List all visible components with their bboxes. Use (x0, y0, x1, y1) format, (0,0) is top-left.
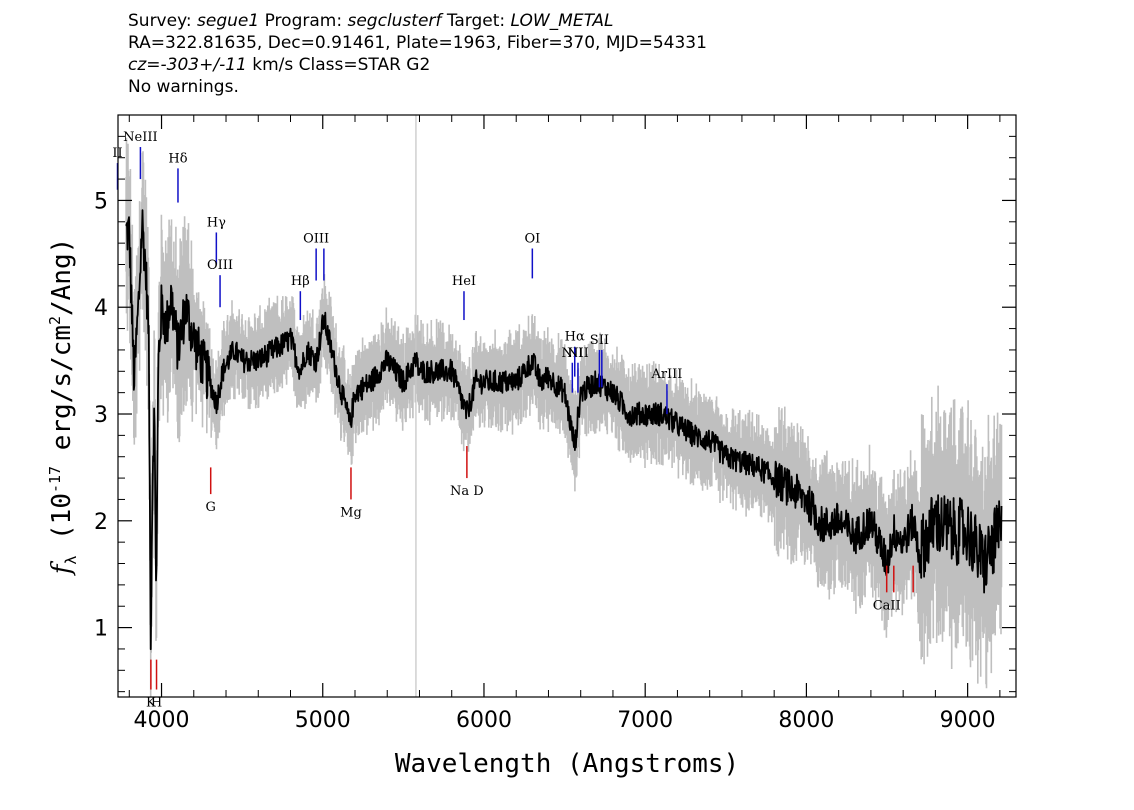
emission-line-label: OI (524, 231, 540, 246)
axis-ticks-layer: 4000 5000 6000 7000 8000 9000 1 2 3 4 5 (94, 115, 1016, 733)
target-label: Target: (446, 11, 506, 31)
y-tick-label: 1 (94, 617, 108, 642)
absorption-line-label: H (151, 696, 162, 711)
header-line-2: RA=322.81635, Dec=0.91461, Plate=1963, F… (128, 33, 707, 53)
absorption-line-label: Mg (340, 505, 362, 520)
y-label-part-c: /Ang) (47, 238, 77, 316)
y-label-exp-1: -17 (46, 466, 64, 493)
target-value: LOW_METAL (510, 11, 614, 31)
error-band-layer (125, 137, 1003, 697)
x-tick-label: 6000 (456, 708, 512, 733)
header-line-3: cz=-303+/-11 km/s Class=STAR G2 (128, 54, 707, 76)
absorption-line-label: K (146, 696, 156, 711)
emission-line-label: Hα (565, 330, 585, 345)
emission-line-label: SII (590, 333, 609, 348)
y-tick-label: 3 (94, 403, 108, 428)
emission-line-label: NII (567, 346, 589, 361)
emission-line-label: HeI (452, 274, 476, 289)
emission-line-label: OIII (303, 231, 329, 246)
y-label-exp-2: 2 (46, 316, 64, 325)
program-label: Program: (264, 11, 343, 31)
y-label-lambda: λ (62, 556, 80, 565)
x-tick-label: 5000 (295, 708, 351, 733)
emission-line-label: NII (561, 346, 583, 361)
header-line-4: No warnings. (128, 77, 239, 97)
x-tick-label: 7000 (617, 708, 673, 733)
absorption-line-label: Na D (450, 484, 484, 499)
y-tick-label: 2 (94, 510, 108, 535)
error-band (125, 137, 1003, 697)
y-axis-label: fλ (10-17 erg/s/cm2/Ang) (46, 238, 80, 577)
flux-line (125, 209, 1003, 651)
plot-frame (117, 114, 1017, 698)
emission-line-label: OIII (207, 258, 233, 273)
y-tick-label: 5 (94, 189, 108, 214)
cz-label: cz= (128, 55, 161, 75)
survey-label: Survey: (128, 11, 192, 31)
absorption-line-label: CaII (873, 598, 901, 613)
emission-line-label: Hδ (168, 151, 187, 166)
class-text: km/s Class=STAR G2 (246, 55, 431, 75)
header-line-1: Survey: segue1 Program: segclusterf Targ… (128, 10, 707, 32)
emission-line-label: Hγ (207, 215, 226, 230)
spectrum-header: Survey: segue1 Program: segclusterf Targ… (128, 10, 707, 98)
x-axis-label: Wavelength (Angstroms) (395, 749, 739, 779)
x-tick-label: 8000 (778, 708, 834, 733)
spectral-lines-layer: NeIIIHδHγOIIIHβOIIIHeIOINIIHαNIISIIArIII… (112, 130, 914, 711)
x-tick-label: 4000 (134, 708, 190, 733)
survey-value: segue1 (197, 11, 260, 31)
emission-line-label: ArIII (650, 367, 682, 382)
y-label-part-b: erg/s/cm (47, 325, 77, 466)
program-value: segclusterf (347, 11, 442, 31)
y-label-part-a: (10 (47, 493, 77, 556)
flux-layer (125, 209, 1003, 651)
x-tick-label: 9000 (940, 708, 996, 733)
absorption-line-label: G (206, 500, 216, 515)
emission-line-label: Hβ (291, 274, 310, 289)
y-tick-label: 4 (94, 296, 108, 321)
emission-line-label: NeIII (123, 130, 157, 145)
cz-value: -303+/-11 (160, 55, 247, 75)
